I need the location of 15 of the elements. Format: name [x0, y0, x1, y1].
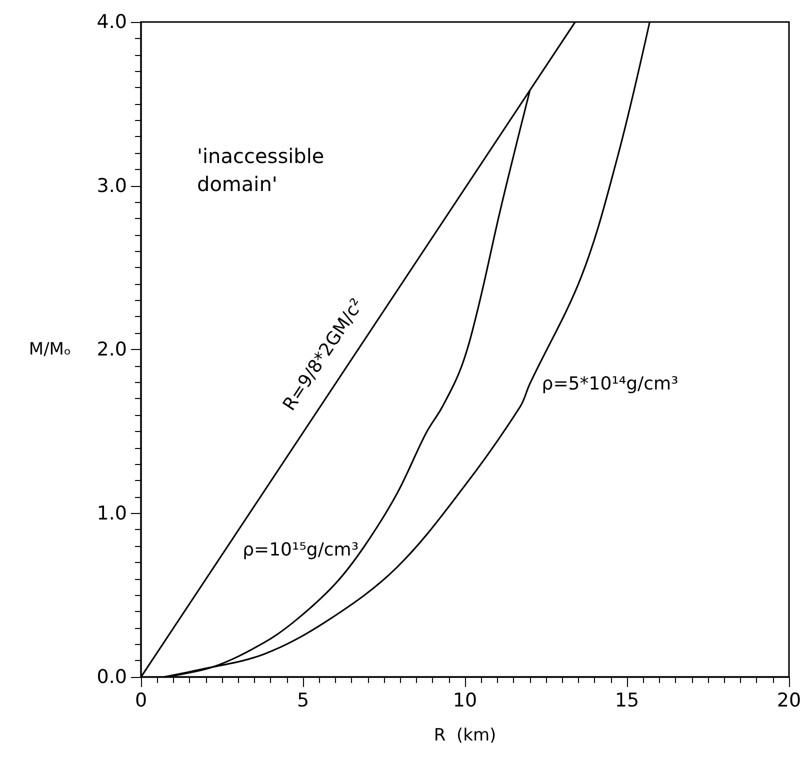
y-axis-title: M/Mₒ — [28, 340, 71, 360]
annotation: 'inaccessible domain' — [197, 144, 324, 196]
x-tick-label: 5 — [296, 690, 310, 712]
x-tick-label: 10 — [452, 690, 478, 712]
x-axis-title: R (km) — [434, 726, 496, 746]
x-tick-label: 20 — [776, 690, 802, 712]
y-tick-label: 0.0 — [96, 666, 127, 688]
y-tick-label: 4.0 — [96, 11, 127, 33]
y-tick-label: 1.0 — [96, 502, 127, 524]
x-tick-label: 15 — [614, 690, 640, 712]
y-tick-label: 3.0 — [96, 174, 127, 197]
y-tick-label: 2.0 — [96, 338, 127, 360]
series-label: ρ=10¹⁵g/cm³ — [242, 540, 359, 560]
series-label: ρ=5*10¹⁴g/cm³ — [542, 373, 678, 394]
x-tick-label: 0 — [134, 690, 148, 712]
